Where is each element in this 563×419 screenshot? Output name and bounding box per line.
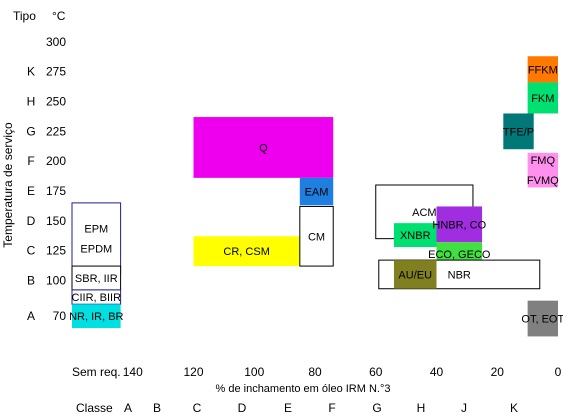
material-13-label: AU/EU [398, 269, 432, 281]
material-10-label: HNBR, CO [432, 219, 486, 231]
material-0-label: EPM EPDM [80, 224, 112, 256]
tipo-tick-label: B [27, 273, 35, 287]
x-tick-label: Sem req. [72, 365, 121, 379]
material-18-label: OT, EOT [521, 314, 563, 326]
x-tick-label: 20 [491, 365, 505, 379]
x-tick-label: 80 [308, 365, 322, 379]
material-7-label: CM [308, 231, 325, 243]
classe-tick-label: H [417, 401, 426, 415]
tipo-header: Tipo [13, 9, 36, 23]
classe-tick-label: F [328, 401, 335, 415]
tipo-tick-label: K [27, 65, 35, 79]
classe-label: Classe [76, 401, 113, 415]
material-2-area [71, 289, 122, 305]
classe-tick-label: D [238, 401, 247, 415]
classe-tick-label: C [193, 401, 202, 415]
tipo-tick-label: G [26, 124, 35, 138]
axis-ticks: 30027525022520017515012510070KHGFEDCBASe… [26, 35, 561, 415]
material-15-area [527, 82, 558, 114]
x-axis-title: % de inchamento em óleo IRM N.°3 [216, 383, 391, 395]
classe-tick-label: K [510, 401, 518, 415]
material-4-label: Q [259, 142, 268, 154]
x-tick-label: 120 [183, 365, 203, 379]
temp-tick-label: 225 [46, 124, 66, 138]
material-18-area [527, 300, 558, 337]
tipo-tick-label: E [27, 184, 35, 198]
material-2-label: CIIR, BIIR [72, 292, 122, 304]
material-8-label: ACM [412, 207, 436, 219]
temp-tick-label: 275 [46, 65, 66, 79]
tipo-tick-label: H [27, 95, 36, 109]
material-5-label: EAM [305, 187, 329, 199]
tipo-tick-label: F [27, 154, 34, 168]
material-1-label: SBR, IIR [75, 273, 118, 285]
material-11-label: ECO, GECO [428, 249, 491, 261]
temp-tick-label: 200 [46, 154, 66, 168]
material-16-label: TFE/P [503, 126, 534, 138]
material-6-label: CR, CSM [223, 246, 269, 258]
temp-tick-label: 175 [46, 184, 66, 198]
classe-tick-label: B [153, 401, 161, 415]
tipo-tick-label: A [27, 309, 35, 323]
material-14-area [527, 56, 558, 83]
material-17-label: FMQ FVMQ [527, 155, 559, 187]
classe-tick-label: E [284, 401, 292, 415]
temp-tick-label: 100 [46, 273, 66, 287]
material-9-area [393, 223, 437, 247]
x-tick-label: 60 [369, 365, 383, 379]
classe-tick-label: G [372, 401, 381, 415]
material-3-area [72, 304, 121, 329]
x-tick-label: 140 [123, 365, 143, 379]
material-labels: EPM EPDM SBR, IIR CIIR, BIIR NR, IR, BR Q EAM C… [69, 64, 563, 325]
material-7-area [299, 205, 334, 267]
classe-tick-label: J [461, 401, 467, 415]
material-14-label: FFKM [528, 64, 558, 76]
x-tick-label: 100 [244, 365, 264, 379]
unit-header: °C [52, 9, 66, 23]
material-17-area [527, 152, 558, 188]
material-3-label: NR, IR, BR [69, 311, 123, 323]
material-5-area [299, 177, 334, 206]
x-tick-label: 0 [555, 365, 562, 379]
material-10-area [436, 206, 483, 243]
material-4-area [193, 117, 334, 178]
material-12-label: NBR [448, 269, 471, 281]
material-0-area [71, 202, 122, 275]
y-axis-title: Temperatura de serviço [1, 122, 15, 248]
temp-tick-label: 70 [53, 309, 67, 323]
classe-tick-label: A [124, 401, 132, 415]
material-areas [71, 56, 558, 337]
material-15-label: FKM [531, 93, 554, 105]
temp-tick-label: 250 [46, 95, 66, 109]
tipo-tick-label: D [27, 214, 36, 228]
temp-tick-label: 300 [46, 35, 66, 49]
temp-tick-label: 150 [46, 214, 66, 228]
material-13-area [393, 260, 437, 289]
temp-tick-label: 125 [46, 244, 66, 258]
tipo-tick-label: C [27, 244, 36, 258]
material-16-area [503, 113, 534, 150]
material-9-label: XNBR [400, 230, 431, 242]
x-tick-label: 40 [430, 365, 444, 379]
material-6-area [193, 236, 300, 267]
